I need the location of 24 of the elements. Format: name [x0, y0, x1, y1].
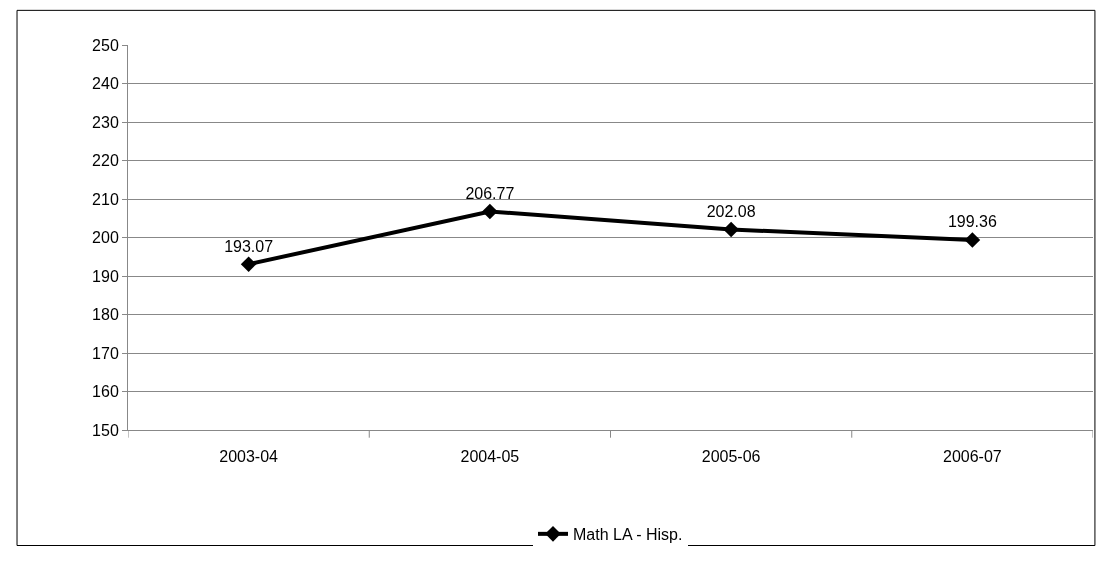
y-tick-label: 210: [92, 190, 119, 208]
y-tick-label: 240: [92, 75, 119, 93]
y-tick-label: 250: [92, 36, 119, 54]
data-label: 206.77: [465, 184, 515, 202]
x-tick-label: 2006-07: [943, 448, 1002, 466]
y-tick-label: 160: [92, 383, 119, 401]
point: [964, 232, 981, 248]
data-label: 193.07: [224, 237, 274, 255]
data-label: 202.08: [706, 202, 756, 220]
x-tick-label: 2003-04: [219, 448, 279, 466]
point: [240, 256, 257, 272]
point: [723, 221, 739, 238]
data-label: 199.36: [947, 213, 997, 231]
y-tick-label: 200: [92, 229, 119, 247]
y-tick-label: 230: [92, 113, 119, 131]
y-tick-label: 190: [92, 267, 119, 285]
x-tick-label: 2005-06: [701, 448, 761, 466]
legend-label: Math LA - Hisp.: [573, 526, 683, 544]
y-tick-label: 220: [92, 152, 119, 170]
x-tick-label: 2004-05: [460, 448, 520, 466]
y-tick-label: 170: [92, 344, 119, 362]
y-tick-label: 180: [92, 306, 119, 324]
y-tick-label: 150: [92, 421, 119, 439]
point: [482, 203, 498, 220]
